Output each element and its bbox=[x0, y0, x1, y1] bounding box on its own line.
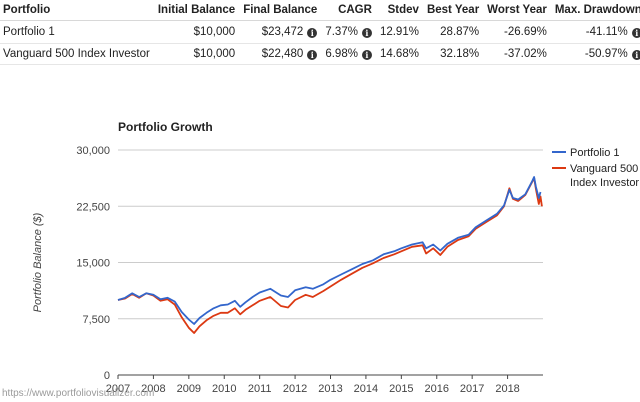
info-circle-icon[interactable]: i bbox=[307, 50, 318, 60]
max-drawdown-value: -41.11% bbox=[585, 26, 628, 38]
portfolio-name: Vanguard 500 Index Investor bbox=[0, 43, 154, 65]
x-tick-label: 2017 bbox=[460, 383, 484, 395]
x-tick-label: 2008 bbox=[141, 383, 165, 395]
info-circle-icon[interactable]: i bbox=[361, 50, 372, 60]
initial-balance: $10,000 bbox=[153, 20, 240, 44]
max-drawdown-value: -50.97% bbox=[584, 48, 628, 60]
x-tick-label: 2015 bbox=[389, 383, 413, 395]
x-tick-label: 2018 bbox=[495, 383, 519, 395]
series-line-vanguard-500-index-investor bbox=[117, 176, 543, 334]
x-tick-label: 2010 bbox=[212, 383, 236, 395]
final-balance-cell: $23,472 i bbox=[239, 20, 322, 44]
table-row: Vanguard 500 Index Investor $10,000 $22,… bbox=[0, 43, 640, 65]
header-initial-balance[interactable]: Initial Balance bbox=[153, 0, 240, 21]
info-circle-icon[interactable]: i bbox=[307, 28, 318, 38]
x-tick-label: 2012 bbox=[283, 383, 307, 395]
initial-balance: $10,000 bbox=[153, 43, 240, 65]
header-max-drawdown[interactable]: Max. Drawdown bbox=[550, 0, 640, 21]
x-tick-label: 2009 bbox=[177, 383, 201, 395]
header-best-year[interactable]: Best Year bbox=[422, 0, 484, 21]
y-tick-label: 15,000 bbox=[76, 258, 110, 270]
summary-table: Portfolio Initial Balance Final Balance … bbox=[0, 0, 640, 65]
best-year-value: 28.87% bbox=[422, 20, 484, 44]
legend-label: Portfolio 1 bbox=[570, 147, 620, 159]
x-tick-label: 2011 bbox=[248, 383, 272, 395]
x-tick-label: 2014 bbox=[354, 383, 378, 395]
legend-label: Vanguard 500 Index Investor bbox=[570, 163, 639, 189]
final-balance: $22,480 bbox=[261, 48, 304, 60]
info-circle-icon[interactable]: i bbox=[631, 50, 640, 60]
series-line-portfolio-1 bbox=[117, 176, 542, 325]
worst-year-value: -26.69% bbox=[483, 20, 551, 44]
worst-year-value: -37.02% bbox=[483, 43, 551, 65]
x-tick-label: 2013 bbox=[318, 383, 342, 395]
drawdown-cell: -50.97% i bbox=[550, 43, 640, 65]
drawdown-cell: -41.11% i bbox=[550, 20, 640, 44]
header-stdev[interactable]: Stdev bbox=[375, 0, 423, 21]
header-cagr[interactable]: CAGR bbox=[321, 0, 376, 21]
y-tick-label: 30,000 bbox=[76, 145, 110, 157]
header-worst-year[interactable]: Worst Year bbox=[483, 0, 551, 21]
header-portfolio[interactable]: Portfolio bbox=[0, 0, 154, 21]
cagr-cell: 7.37% i bbox=[321, 20, 376, 44]
chart-title: Portfolio Growth bbox=[118, 120, 213, 134]
table-header-row: Portfolio Initial Balance Final Balance … bbox=[0, 0, 640, 21]
stdev-value: 12.91% bbox=[375, 20, 423, 44]
x-tick-label: 2016 bbox=[425, 383, 449, 395]
cagr-value: 6.98% bbox=[325, 48, 358, 60]
y-tick-label: 7,500 bbox=[82, 314, 110, 326]
stdev-value: 14.68% bbox=[375, 43, 423, 65]
portfolio-growth-chart[interactable]: Portfolio Growth 0 7,500 15,000 22,500 30,000… bbox=[0, 110, 640, 402]
cagr-cell: 6.98% i bbox=[321, 43, 376, 65]
info-circle-icon[interactable]: i bbox=[631, 28, 640, 38]
y-tick-label: 0 bbox=[104, 370, 110, 382]
final-balance: $23,472 bbox=[261, 26, 304, 38]
cagr-value: 7.37% bbox=[325, 26, 358, 38]
table-row: Portfolio 1 $10,000 $23,472 i 7.37% i 12.9… bbox=[0, 20, 640, 44]
final-balance-cell: $22,480 i bbox=[239, 43, 322, 65]
y-tick-label: 22,500 bbox=[76, 201, 110, 213]
y-axis-label: Portfolio Balance ($) bbox=[32, 212, 44, 312]
header-final-balance[interactable]: Final Balance bbox=[239, 0, 322, 21]
portfolio-name: Portfolio 1 bbox=[0, 20, 154, 44]
info-circle-icon[interactable]: i bbox=[361, 28, 372, 38]
best-year-value: 32.18% bbox=[422, 43, 484, 65]
x-tick-label: 2007 bbox=[106, 383, 130, 395]
watermark-url: https://www.portfoliovisualizer.com bbox=[2, 388, 155, 399]
